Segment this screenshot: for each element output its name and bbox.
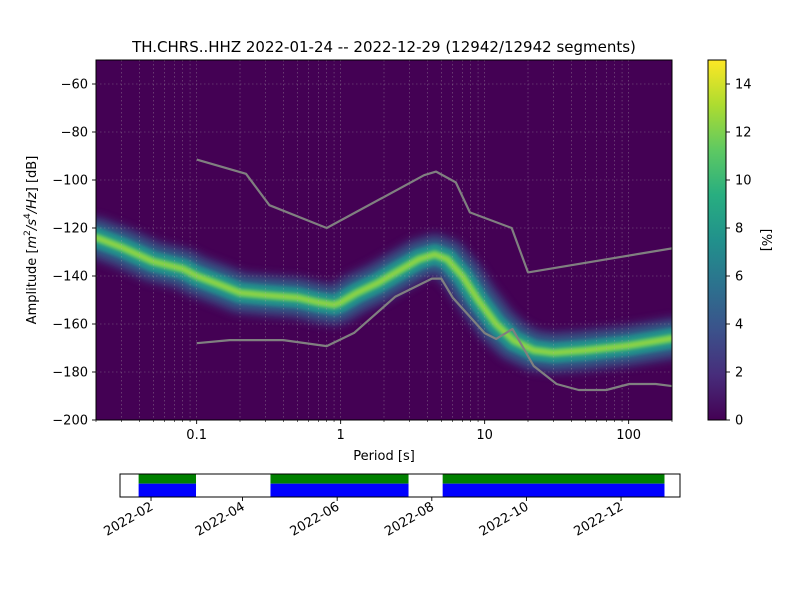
y-label-sup-4: 4 xyxy=(23,213,33,219)
y-tick-label: −180 xyxy=(52,366,88,381)
y-label-s: /s xyxy=(25,219,40,231)
colorbar-tick-label: 12 xyxy=(735,126,752,141)
y-tick-label: −80 xyxy=(61,126,88,141)
colorbar-tick-label: 6 xyxy=(735,270,743,285)
y-axis-label: Amplitude [m2/s4/Hz] [dB] xyxy=(23,156,40,325)
y-axis-ticks: −200 −180 −160 −140 −120 −100 −80 −60 xyxy=(52,78,96,429)
x-tick-label: 100 xyxy=(616,428,641,443)
colorbar-tick-label: 14 xyxy=(735,78,752,93)
y-tick-label: −100 xyxy=(52,174,88,189)
noise-model-lines xyxy=(196,158,672,392)
timeline-tick-label: 2022-10 xyxy=(477,499,532,539)
x-tick-label: 10 xyxy=(476,428,493,443)
y-tick-label: −200 xyxy=(52,414,88,429)
timeline-tick-label: 2022-04 xyxy=(193,499,248,539)
timeline-used-segment xyxy=(270,474,409,484)
y-tick-label: −120 xyxy=(52,222,88,237)
colorbar-tick-label: 8 xyxy=(735,222,743,237)
timeline-used-segment xyxy=(138,474,197,484)
data-availability-timeline: 2022-02 2022-04 2022-06 2022-08 2022-10 2022-… xyxy=(101,473,681,540)
timeline-tick-label: 2022-08 xyxy=(382,499,437,539)
model-line-nlnm xyxy=(196,277,672,392)
timeline-ticks: 2022-02 2022-04 2022-06 2022-08 2022-10 2022-… xyxy=(101,497,626,540)
colorbar-label: [%] xyxy=(758,229,773,252)
colorbar-tick-label: 4 xyxy=(735,318,743,333)
timeline-tick-label: 2022-06 xyxy=(288,499,343,539)
timeline-data-segment xyxy=(442,483,665,497)
model-line-nhnm xyxy=(196,158,672,274)
colorbar-ticks: 0 2 4 6 8 10 12 14 xyxy=(726,78,752,429)
density-band-peak xyxy=(96,235,672,355)
timeline-used-segment xyxy=(442,474,665,484)
timeline-segments xyxy=(138,474,665,497)
grid-lines xyxy=(96,60,672,420)
x-axis-ticks: 0.1 1 10 100 xyxy=(95,420,673,443)
x-axis-label: Period [s] xyxy=(353,449,415,464)
colorbar-tick-label: 2 xyxy=(735,366,743,381)
y-label-prefix: Amplitude [ xyxy=(25,248,40,324)
chart-title: TH.CHRS..HHZ 2022-01-24 -- 2022-12-29 (1… xyxy=(131,38,636,56)
x-tick-label: 1 xyxy=(337,428,345,443)
density-heatmap xyxy=(96,215,672,375)
x-tick-label: 0.1 xyxy=(186,428,207,443)
colorbar: 0 2 4 6 8 10 12 14 [%] xyxy=(707,59,773,429)
y-label-m: m xyxy=(25,236,40,249)
y-tick-label: −60 xyxy=(61,78,88,93)
y-tick-label: −160 xyxy=(52,318,88,333)
colorbar-gradient xyxy=(707,59,727,421)
colorbar-tick-label: 0 xyxy=(735,414,743,429)
timeline-tick-label: 2022-12 xyxy=(572,499,627,539)
timeline-frame xyxy=(119,473,681,498)
timeline-data-segment xyxy=(138,483,197,497)
y-label-suffix: ] [dB] xyxy=(25,156,40,193)
ppsd-plot: 0.1 1 10 100 −200 −180 −160 −140 −120 −100 −80 −60… xyxy=(23,59,673,464)
timeline-data-segment xyxy=(270,483,409,497)
y-label-sup-2: 2 xyxy=(23,230,33,236)
y-tick-label: −140 xyxy=(52,270,88,285)
timeline-tick-label: 2022-02 xyxy=(101,499,156,539)
colorbar-tick-label: 10 xyxy=(735,174,752,189)
y-label-hz: /Hz xyxy=(25,191,40,214)
